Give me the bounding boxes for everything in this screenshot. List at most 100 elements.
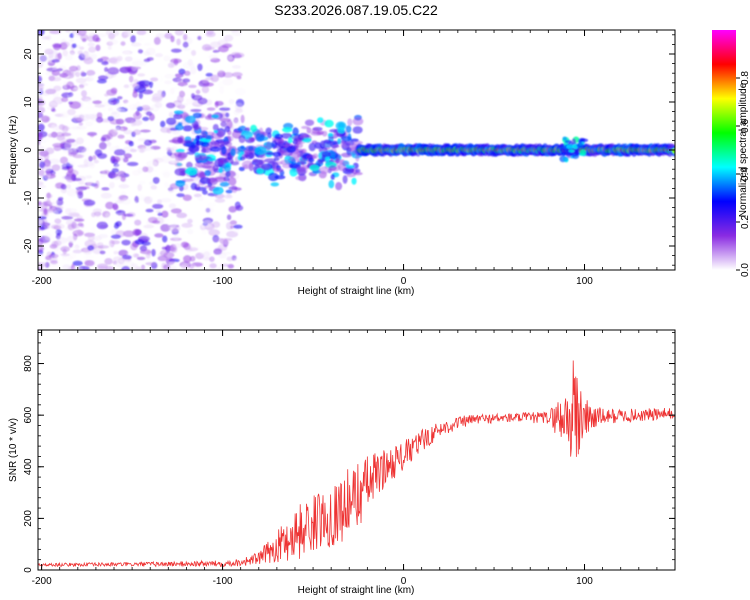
spectrogram-cell — [219, 181, 230, 187]
spectrogram-cell — [169, 87, 175, 95]
spectrogram-cell — [64, 161, 76, 167]
spectrogram-cell — [265, 127, 272, 135]
spectrogram-cell — [260, 164, 271, 171]
spectrogram-cell — [248, 137, 256, 142]
spectrogram-cell — [136, 256, 146, 261]
spectrogram-cell — [174, 73, 184, 78]
spectrogram-cell — [353, 172, 363, 176]
spectrogram-cell — [94, 104, 106, 108]
spectrogram-cell — [352, 162, 359, 169]
spectrogram-cell — [176, 38, 181, 46]
spectrogram-cell — [122, 51, 131, 56]
colorbar-tick-label: 0.6 — [740, 119, 750, 133]
spectrogram-cell — [137, 73, 146, 77]
spectrogram-cell — [181, 222, 193, 228]
spectrogram-cell — [81, 149, 86, 158]
spectrogram-cell — [220, 257, 229, 266]
spectrogram-cell — [66, 235, 77, 243]
spectrogram-cell — [230, 161, 240, 166]
spectrogram-cell — [98, 233, 109, 239]
spectrogram-cell — [117, 134, 125, 139]
spectrogram-cell — [183, 139, 192, 144]
spectrogram-cell — [138, 61, 148, 66]
snr-y-tick-label: 400 — [23, 458, 34, 475]
spectrogram-cell — [177, 121, 183, 126]
spectrogram-cell — [51, 59, 60, 63]
spectrogram-x-tick-label: -200 — [32, 276, 52, 287]
spectrogram-cell — [201, 229, 208, 235]
spectrogram-cell — [69, 101, 82, 110]
spectrogram-cell — [270, 182, 280, 187]
spectrogram-cell — [212, 123, 219, 132]
spectrogram-cell — [203, 220, 211, 224]
spectrogram-cell — [66, 81, 75, 90]
spectrogram-cell — [219, 86, 225, 95]
spectrogram-cell — [89, 74, 97, 81]
snr-y-label: SNR (10 * v/v) — [8, 418, 19, 482]
spectrogram-cell — [91, 220, 97, 226]
spectrogram-cell — [65, 71, 78, 77]
spectrogram-cell — [167, 220, 177, 229]
spectrogram-cell — [57, 68, 63, 72]
spectrogram-cell — [190, 108, 202, 113]
spectrogram-cell — [194, 161, 206, 168]
spectrogram-cell — [91, 212, 96, 218]
spectrogram-cell — [350, 138, 359, 142]
spectrogram-cell — [163, 55, 171, 62]
spectrogram-cell — [38, 61, 44, 69]
spectrogram-cell — [121, 197, 132, 206]
spectrogram-cell — [139, 129, 151, 133]
spectrogram-cell — [39, 161, 46, 169]
spectrogram-cell — [154, 233, 164, 238]
snr-frame — [37, 329, 676, 571]
spectrogram-cell — [227, 263, 235, 269]
spectrogram-cell — [52, 66, 58, 71]
figure-title: S233.2026.087.19.05.C22 — [274, 2, 438, 18]
spectrogram-cell — [118, 184, 130, 189]
spectrogram-cell — [210, 41, 221, 48]
spectrogram-cell — [212, 186, 224, 195]
spectrogram-cell — [168, 203, 177, 209]
spectrogram-cell — [94, 184, 99, 189]
spectrogram-cell — [155, 209, 162, 214]
spectrogram-cell — [212, 236, 222, 243]
spectrogram-cell — [110, 156, 121, 163]
spectrogram-cell — [182, 61, 195, 69]
spectrogram-cell — [40, 37, 47, 44]
spectrogram-cell — [176, 212, 188, 219]
spectrogram-cell — [309, 164, 320, 171]
spectrogram-cell — [209, 141, 221, 145]
spectrogram-cell — [201, 147, 207, 154]
snr-x-tick-label: -200 — [32, 576, 52, 587]
spectrogram-cell — [174, 155, 184, 162]
colorbar: 0.0 0.2 0.4 0.6 0.8 Normalized spectral ampl… — [712, 30, 750, 277]
spectrogram-cell — [201, 85, 210, 94]
spectrogram-cell — [317, 117, 324, 124]
spectrogram-cell — [234, 87, 246, 96]
spectrogram-cell — [101, 187, 110, 191]
spectrogram-cell — [188, 84, 197, 89]
spectrogram-cell — [164, 32, 173, 40]
spectrogram-cell — [71, 266, 83, 270]
spectrogram-cell — [87, 245, 95, 251]
spectrogram-cell — [183, 85, 189, 92]
spectrogram-cell — [293, 137, 305, 141]
spectrogram-cell — [48, 201, 56, 206]
spectrogram-cell — [671, 148, 675, 154]
spectrogram-cell — [80, 34, 89, 41]
spectrogram-cell — [576, 142, 584, 149]
spectrogram-cell — [332, 144, 340, 148]
spectrogram-cell — [93, 159, 99, 164]
spectrogram-cell — [214, 193, 225, 199]
spectrogram-cell — [204, 185, 216, 189]
colorbar-label: Normalized spectral amplitude — [738, 82, 749, 217]
spectrogram-cell — [244, 127, 252, 132]
spectrogram-cell — [46, 34, 52, 41]
spectrogram-cell — [134, 219, 142, 226]
spectrogram-cell — [47, 133, 54, 138]
spectrogram-cell — [164, 80, 172, 85]
spectrogram-cell — [166, 147, 171, 152]
spectrogram-cell — [154, 102, 163, 108]
spectrogram-cell — [43, 224, 50, 230]
spectrogram-cell — [139, 180, 146, 185]
